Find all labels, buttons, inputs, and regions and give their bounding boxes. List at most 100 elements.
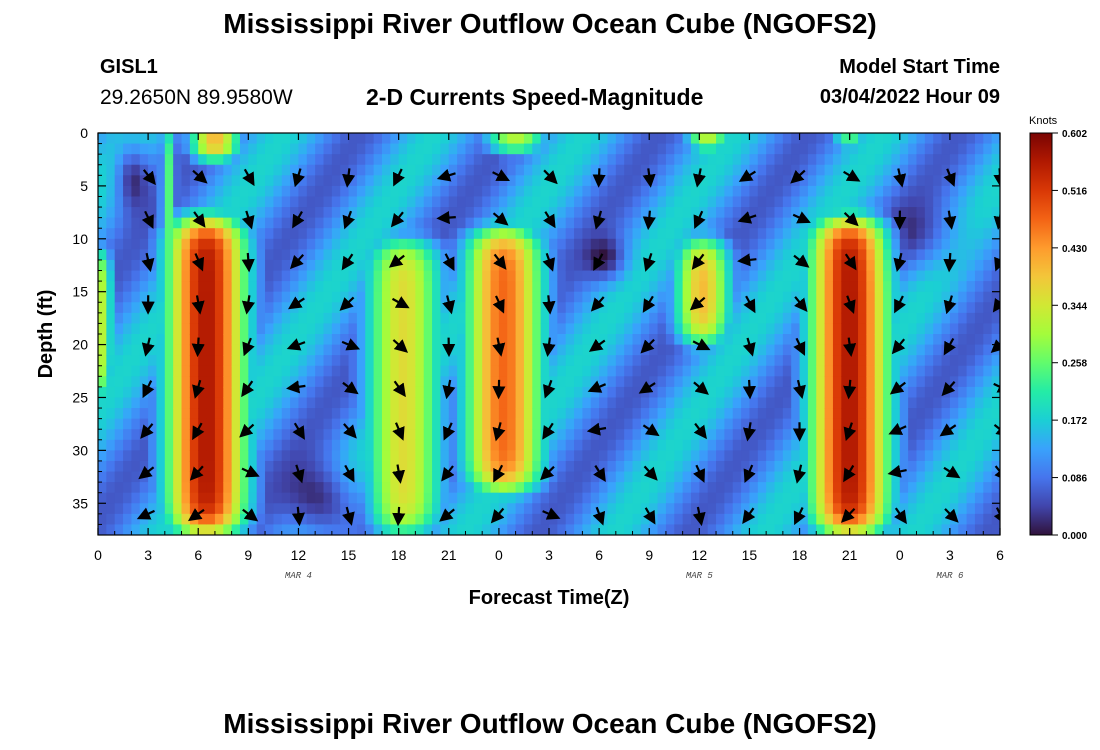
heatmap-cell	[448, 175, 458, 187]
heatmap-cell	[933, 460, 943, 473]
heatmap-cell	[933, 386, 943, 399]
heatmap-cell	[565, 259, 575, 272]
current-arrow	[543, 379, 556, 399]
heatmap-cell	[340, 185, 350, 198]
heatmap-cell	[106, 270, 116, 282]
heatmap-cell	[682, 175, 692, 187]
heatmap-cell	[799, 429, 809, 441]
heatmap-cell	[891, 143, 901, 155]
heatmap-cell	[198, 133, 208, 145]
heatmap-cell	[498, 270, 508, 282]
heatmap-cell	[315, 143, 325, 155]
heatmap-cell	[732, 270, 742, 282]
heatmap-cell	[114, 471, 124, 483]
heatmap-cell	[582, 334, 592, 346]
heatmap-cell	[949, 334, 959, 346]
heatmap-cell	[381, 397, 391, 409]
heatmap-cell	[883, 386, 893, 399]
heatmap-cell	[114, 154, 124, 166]
heatmap-cell	[498, 291, 508, 303]
heatmap-cell	[866, 492, 876, 504]
heatmap-cell	[858, 482, 867, 494]
heatmap-cell	[189, 185, 199, 198]
heatmap-cell	[540, 439, 550, 451]
heatmap-cell	[482, 259, 492, 272]
heatmap-cell	[415, 302, 425, 314]
heatmap-cell	[473, 185, 483, 198]
heatmap-cell	[181, 175, 191, 187]
heatmap-cell	[924, 471, 934, 483]
heatmap-cell	[331, 185, 341, 198]
heatmap-cell	[816, 376, 826, 388]
heatmap-cell	[974, 154, 984, 166]
heatmap-cell	[958, 323, 968, 335]
heatmap-cell	[507, 429, 517, 441]
heatmap-cell	[532, 323, 542, 335]
heatmap-cell	[164, 429, 174, 441]
heatmap-cell	[457, 143, 467, 155]
heatmap-cell	[206, 323, 216, 335]
heatmap-cell	[916, 196, 926, 208]
heatmap-cell	[265, 418, 274, 430]
heatmap-cell	[841, 365, 851, 377]
heatmap-cell	[941, 154, 951, 166]
heatmap-cell	[273, 365, 283, 377]
heatmap-cell	[949, 302, 959, 314]
heatmap-cell	[866, 281, 876, 293]
heatmap-cell	[874, 228, 884, 240]
heatmap-cell	[574, 503, 584, 515]
heatmap-cell	[615, 376, 625, 388]
heatmap-cell	[139, 249, 149, 261]
current-arrow	[140, 423, 154, 439]
heatmap-cell	[423, 439, 433, 451]
heatmap-cell	[799, 503, 809, 515]
heatmap-cell	[273, 513, 283, 526]
heatmap-cell	[983, 439, 993, 451]
heatmap-cell	[348, 164, 358, 176]
heatmap-cell	[306, 376, 316, 388]
heatmap-cell	[682, 312, 692, 325]
heatmap-cell	[381, 376, 391, 388]
heatmap-cell	[557, 133, 567, 145]
heatmap-cell	[164, 133, 174, 145]
heatmap-cell	[114, 207, 124, 219]
heatmap-cell	[599, 133, 609, 145]
heatmap-cell	[933, 355, 943, 367]
heatmap-cell	[390, 270, 400, 282]
heatmap-cell	[966, 175, 976, 187]
heatmap-cell	[306, 154, 316, 166]
heatmap-cell	[741, 259, 751, 272]
heatmap-cell	[674, 397, 684, 409]
heatmap-cell	[866, 365, 876, 377]
heatmap-cell	[908, 185, 918, 198]
heatmap-cell	[390, 450, 400, 462]
heatmap-cell	[432, 429, 442, 441]
heatmap-cell	[774, 365, 784, 377]
heatmap-cell	[490, 334, 500, 346]
heatmap-cell	[114, 429, 124, 441]
heatmap-cell	[924, 217, 934, 229]
heatmap-cell	[908, 365, 918, 377]
heatmap-cell	[340, 513, 350, 526]
heatmap-cell	[214, 164, 224, 176]
heatmap-cell	[724, 238, 734, 250]
current-arrow	[292, 211, 305, 229]
heatmap-cell	[256, 429, 266, 441]
heatmap-cell	[231, 164, 241, 176]
heatmap-cell	[106, 450, 116, 462]
heatmap-cell	[816, 185, 826, 198]
heatmap-cell	[582, 450, 592, 462]
heatmap-cell	[966, 460, 976, 473]
heatmap-cell	[390, 207, 400, 219]
heatmap-cell	[540, 154, 550, 166]
heatmap-cell	[732, 524, 742, 535]
heatmap-cell	[974, 408, 984, 420]
heatmap-cell	[707, 217, 717, 229]
heatmap-cell	[365, 164, 375, 176]
heatmap-cell	[482, 397, 492, 409]
heatmap-cell	[958, 492, 968, 504]
heatmap-cell	[565, 482, 575, 494]
heatmap-cell	[774, 408, 784, 420]
heatmap-cell	[832, 133, 842, 145]
heatmap-cell	[365, 418, 375, 430]
